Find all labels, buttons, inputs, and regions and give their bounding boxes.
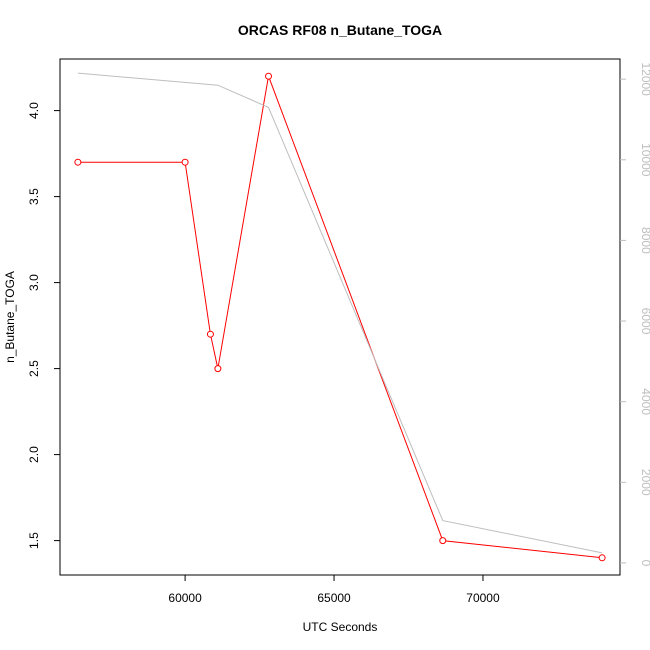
chart-title: ORCAS RF08 n_Butane_TOGA [238,22,442,38]
y-tick-label: 2.5 [27,360,41,377]
y-tick-label: 3.5 [27,188,41,205]
x-tick-label: 65000 [317,591,351,605]
y2-tick-label: 6000 [639,308,650,335]
plot-frame [59,58,621,576]
x-tick-label: 70000 [466,591,500,605]
data-point [265,72,273,80]
axes: 60000 65000 70000 1.5 2.0 2.5 3.0 3.5 4.0 0 2000 40… [27,62,650,605]
data-point [181,158,189,166]
y2-tick-label: 8000 [639,227,650,254]
y-tick-label: 4.0 [27,102,41,119]
y-tick-label: 1.5 [27,532,41,549]
series-line-1 [77,72,603,554]
y2-tick-label: 10000 [639,143,650,177]
data-point [598,554,606,562]
y-tick-label: 3.0 [27,274,41,291]
data-point [439,537,447,545]
data-point [206,330,214,338]
data-point [74,158,82,166]
data-point [214,365,222,373]
y2-tick-label: 12000 [639,62,650,96]
series-line-0 [77,74,603,559]
x-tick-label: 60000 [168,591,202,605]
y-axis-label: n_Butane_TOGA [3,271,17,363]
y-tick-label: 2.0 [27,446,41,463]
x-axis-label: UTC Seconds [303,620,378,634]
y2-tick-label: 0 [639,560,650,567]
y2-tick-label: 4000 [639,388,650,415]
series-layer [74,72,606,562]
y2-tick-label: 2000 [639,469,650,496]
